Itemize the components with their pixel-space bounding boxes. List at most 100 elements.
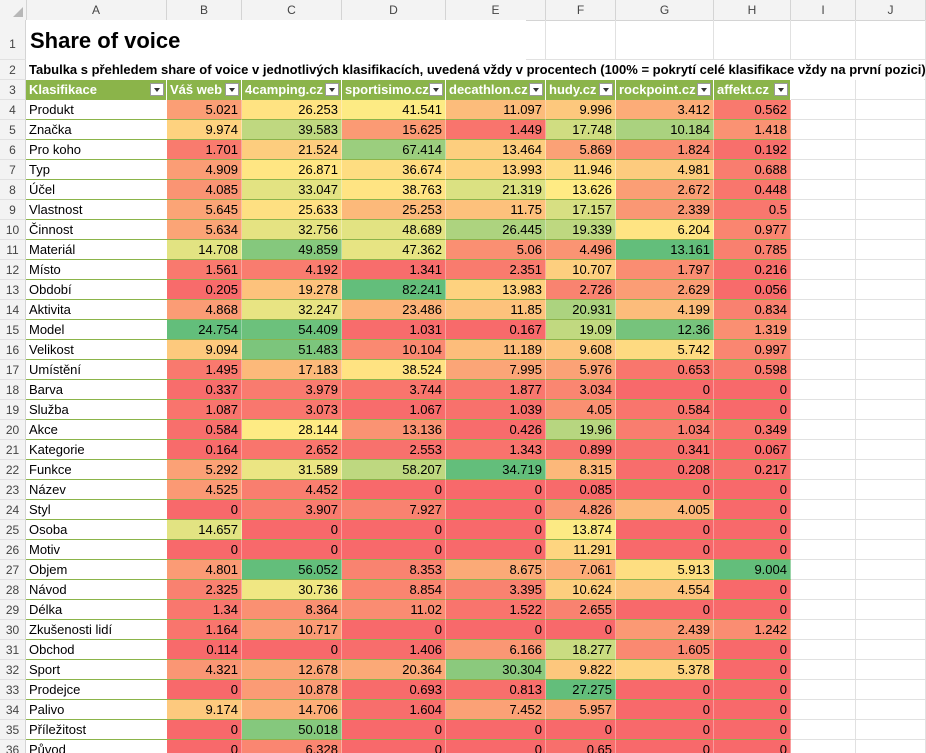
data-cell[interactable]: 1.34 (167, 600, 242, 620)
row-header[interactable]: 12 (0, 260, 26, 280)
row-header[interactable]: 9 (0, 200, 26, 220)
data-cell[interactable]: 26.253 (242, 100, 342, 120)
row-label-27[interactable]: Obchod (26, 640, 167, 660)
row-header[interactable]: 3 (0, 80, 26, 100)
data-cell[interactable]: 11.75 (446, 200, 546, 220)
data-cell[interactable]: 3.034 (546, 380, 616, 400)
data-cell[interactable]: 27.275 (546, 680, 616, 700)
data-cell[interactable]: 0 (616, 540, 714, 560)
row-header[interactable]: 36 (0, 740, 26, 753)
data-cell[interactable]: 0 (714, 380, 791, 400)
row-label-25[interactable]: Délka (26, 600, 167, 620)
filter-dropdown-icon[interactable] (774, 83, 788, 96)
data-cell[interactable]: 24.754 (167, 320, 242, 340)
column-header-h[interactable]: H (714, 0, 791, 20)
data-cell[interactable]: 9.174 (167, 700, 242, 720)
data-cell[interactable]: 0 (446, 500, 546, 520)
data-cell[interactable]: 10.184 (616, 120, 714, 140)
data-cell[interactable]: 15.625 (342, 120, 446, 140)
data-cell[interactable]: 0.067 (714, 440, 791, 460)
data-cell[interactable]: 32.247 (242, 300, 342, 320)
data-cell[interactable]: 1.319 (714, 320, 791, 340)
data-cell[interactable]: 28.144 (242, 420, 342, 440)
row-header[interactable]: 35 (0, 720, 26, 740)
data-cell[interactable]: 0 (546, 720, 616, 740)
row-header[interactable]: 5 (0, 120, 26, 140)
data-cell[interactable]: 0.085 (546, 480, 616, 500)
data-cell[interactable]: 30.736 (242, 580, 342, 600)
data-cell[interactable]: 0.167 (446, 320, 546, 340)
row-header[interactable]: 2 (0, 60, 26, 80)
data-cell[interactable]: 1.067 (342, 400, 446, 420)
data-cell[interactable]: 3.073 (242, 400, 342, 420)
data-cell[interactable]: 4.981 (616, 160, 714, 180)
header-v-web[interactable]: Váš web (167, 80, 242, 100)
data-cell[interactable]: 0 (616, 380, 714, 400)
row-label-16[interactable]: Akce (26, 420, 167, 440)
data-cell[interactable]: 2.439 (616, 620, 714, 640)
data-cell[interactable]: 26.871 (242, 160, 342, 180)
row-label-6[interactable]: Činnost (26, 220, 167, 240)
data-cell[interactable]: 4.05 (546, 400, 616, 420)
data-cell[interactable]: 2.553 (342, 440, 446, 460)
filter-dropdown-icon[interactable] (429, 83, 443, 96)
data-cell[interactable]: 19.09 (546, 320, 616, 340)
row-header[interactable]: 25 (0, 520, 26, 540)
column-header-b[interactable]: B (167, 0, 242, 20)
data-cell[interactable]: 1.341 (342, 260, 446, 280)
row-label-11[interactable]: Model (26, 320, 167, 340)
data-cell[interactable]: 4.801 (167, 560, 242, 580)
data-cell[interactable]: 0 (342, 740, 446, 753)
data-cell[interactable]: 13.993 (446, 160, 546, 180)
row-label-17[interactable]: Kategorie (26, 440, 167, 460)
data-cell[interactable]: 48.689 (342, 220, 446, 240)
data-cell[interactable]: 19.96 (546, 420, 616, 440)
data-cell[interactable]: 0 (616, 740, 714, 753)
data-cell[interactable]: 21.319 (446, 180, 546, 200)
data-cell[interactable]: 54.409 (242, 320, 342, 340)
data-cell[interactable]: 0.056 (714, 280, 791, 300)
data-cell[interactable]: 0.5 (714, 200, 791, 220)
column-header-g[interactable]: G (616, 0, 714, 20)
data-cell[interactable]: 10.717 (242, 620, 342, 640)
data-cell[interactable]: 3.744 (342, 380, 446, 400)
data-cell[interactable]: 3.412 (616, 100, 714, 120)
row-header[interactable]: 24 (0, 500, 26, 520)
data-cell[interactable]: 0 (167, 500, 242, 520)
data-cell[interactable]: 4.199 (616, 300, 714, 320)
data-cell[interactable]: 19.278 (242, 280, 342, 300)
data-cell[interactable]: 49.859 (242, 240, 342, 260)
data-cell[interactable]: 0.834 (714, 300, 791, 320)
data-cell[interactable]: 0.205 (167, 280, 242, 300)
data-cell[interactable]: 1.034 (616, 420, 714, 440)
data-cell[interactable]: 5.976 (546, 360, 616, 380)
data-cell[interactable]: 0 (167, 540, 242, 560)
data-cell[interactable]: 20.931 (546, 300, 616, 320)
data-cell[interactable]: 11.946 (546, 160, 616, 180)
data-cell[interactable]: 1.164 (167, 620, 242, 640)
data-cell[interactable]: 14.708 (167, 240, 242, 260)
data-cell[interactable]: 13.161 (616, 240, 714, 260)
filter-dropdown-icon[interactable] (529, 83, 543, 96)
data-cell[interactable]: 0.164 (167, 440, 242, 460)
data-cell[interactable]: 9.004 (714, 560, 791, 580)
data-cell[interactable]: 13.136 (342, 420, 446, 440)
data-cell[interactable]: 0 (714, 500, 791, 520)
data-cell[interactable]: 51.483 (242, 340, 342, 360)
data-cell[interactable]: 8.353 (342, 560, 446, 580)
data-cell[interactable]: 1.039 (446, 400, 546, 420)
data-cell[interactable]: 11.85 (446, 300, 546, 320)
data-cell[interactable]: 0 (714, 640, 791, 660)
data-cell[interactable]: 0 (714, 740, 791, 753)
data-cell[interactable]: 5.645 (167, 200, 242, 220)
row-header[interactable]: 10 (0, 220, 26, 240)
data-cell[interactable]: 1.604 (342, 700, 446, 720)
row-label-19[interactable]: Název (26, 480, 167, 500)
data-cell[interactable]: 2.655 (546, 600, 616, 620)
data-cell[interactable]: 0.688 (714, 160, 791, 180)
data-cell[interactable]: 4.321 (167, 660, 242, 680)
data-cell[interactable]: 1.561 (167, 260, 242, 280)
data-cell[interactable]: 0.785 (714, 240, 791, 260)
data-cell[interactable]: 21.524 (242, 140, 342, 160)
data-cell[interactable]: 1.343 (446, 440, 546, 460)
